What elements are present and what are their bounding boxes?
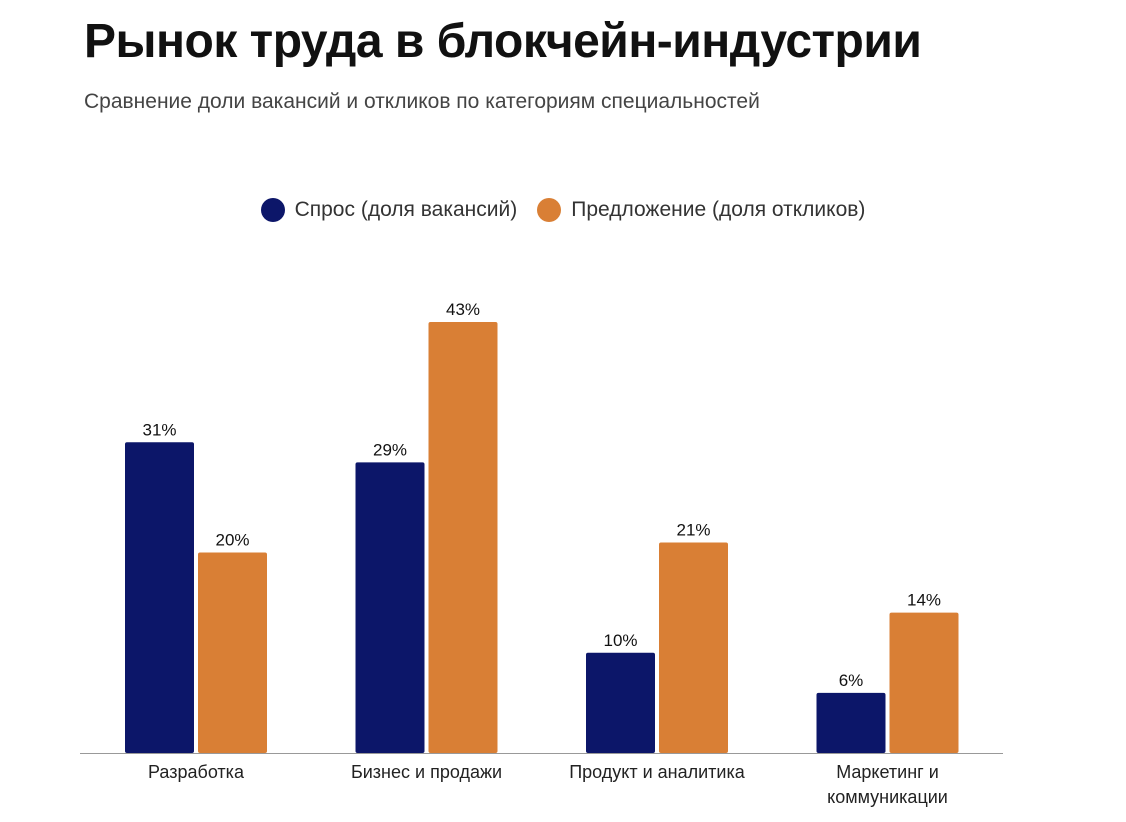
chart-subtitle: Сравнение доли вакансий и откликов по ка… xyxy=(84,90,760,113)
legend-swatch-demand xyxy=(260,198,285,222)
category-label-1: Бизнес и продажи xyxy=(351,762,502,782)
bar-demand-2 xyxy=(586,652,655,753)
legend: Спрос (доля вакансий) Предложение (доля … xyxy=(0,194,1126,226)
data-label-supply-3: 14% xyxy=(907,591,941,610)
legend-label-demand: Спрос (доля вакансий) xyxy=(294,198,518,221)
category-label-0: Разработка xyxy=(148,762,245,782)
legend-swatch-supply xyxy=(537,198,562,222)
data-label-demand-0: 31% xyxy=(142,420,176,439)
data-label-supply-0: 20% xyxy=(215,531,249,550)
data-label-demand-1: 29% xyxy=(373,440,407,459)
bar-supply-1 xyxy=(428,322,498,753)
data-label-demand-2: 10% xyxy=(603,631,637,650)
legend-item-supply: Предложение (доля откликов) xyxy=(537,198,865,222)
bar-demand-1 xyxy=(355,462,425,753)
bar-supply-3 xyxy=(889,612,959,753)
data-label-supply-2: 21% xyxy=(676,521,710,540)
bar-supply-2 xyxy=(659,542,728,753)
chart-title: Рынок труда в блокчейн-индустрии xyxy=(84,15,922,68)
data-label-supply-1: 43% xyxy=(446,300,480,319)
legend-item-demand: Спрос (доля вакансий) xyxy=(260,198,518,222)
bar-supply-0 xyxy=(198,552,267,753)
category-label-2: Продукт и аналитика xyxy=(569,762,746,782)
bar-demand-3 xyxy=(816,692,886,753)
legend-label-supply: Предложение (доля откликов) xyxy=(571,198,866,221)
bar-demand-0 xyxy=(125,442,194,753)
data-label-demand-3: 6% xyxy=(839,671,864,690)
category-label-3: Маркетинг и коммуникации xyxy=(827,762,948,807)
